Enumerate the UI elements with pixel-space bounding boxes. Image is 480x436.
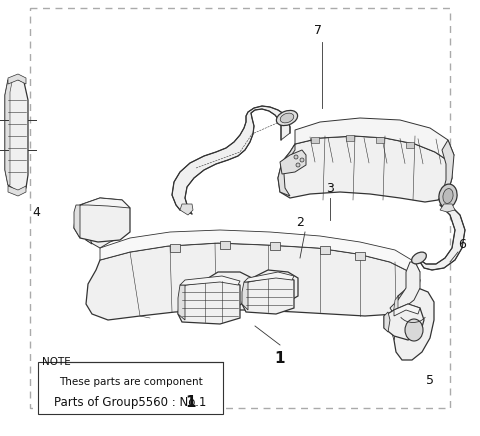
Polygon shape bbox=[394, 304, 420, 316]
Polygon shape bbox=[220, 241, 230, 249]
Polygon shape bbox=[180, 204, 193, 215]
Text: 5: 5 bbox=[426, 374, 434, 386]
Polygon shape bbox=[406, 142, 414, 148]
Polygon shape bbox=[8, 74, 26, 84]
Polygon shape bbox=[80, 205, 128, 248]
Polygon shape bbox=[418, 205, 465, 270]
Ellipse shape bbox=[443, 188, 453, 204]
Polygon shape bbox=[311, 137, 319, 143]
Ellipse shape bbox=[405, 319, 423, 341]
Ellipse shape bbox=[296, 163, 300, 167]
Polygon shape bbox=[100, 230, 420, 272]
Polygon shape bbox=[244, 272, 294, 282]
Text: 7: 7 bbox=[314, 24, 322, 37]
Polygon shape bbox=[346, 135, 354, 141]
Text: NOTE: NOTE bbox=[42, 357, 71, 367]
Polygon shape bbox=[320, 246, 330, 254]
Polygon shape bbox=[280, 150, 306, 174]
Polygon shape bbox=[170, 244, 180, 252]
Text: 1: 1 bbox=[185, 395, 196, 409]
Text: 2: 2 bbox=[296, 215, 304, 228]
Polygon shape bbox=[74, 198, 130, 242]
Polygon shape bbox=[242, 282, 248, 310]
Polygon shape bbox=[394, 288, 434, 360]
Text: 4: 4 bbox=[32, 205, 40, 218]
Polygon shape bbox=[278, 136, 452, 202]
Polygon shape bbox=[8, 186, 26, 196]
Polygon shape bbox=[178, 280, 240, 324]
Polygon shape bbox=[384, 304, 424, 340]
Polygon shape bbox=[5, 80, 12, 185]
Polygon shape bbox=[80, 208, 96, 244]
Polygon shape bbox=[355, 252, 365, 260]
Polygon shape bbox=[392, 296, 398, 340]
Polygon shape bbox=[200, 290, 205, 300]
Polygon shape bbox=[278, 144, 295, 196]
Polygon shape bbox=[390, 262, 420, 314]
Polygon shape bbox=[200, 272, 252, 306]
Text: Parts of Group5560 : No.1: Parts of Group5560 : No.1 bbox=[54, 395, 207, 409]
Ellipse shape bbox=[300, 158, 304, 162]
Ellipse shape bbox=[294, 155, 298, 159]
Ellipse shape bbox=[280, 113, 294, 123]
Polygon shape bbox=[295, 118, 454, 162]
Polygon shape bbox=[242, 276, 294, 314]
Ellipse shape bbox=[276, 110, 298, 126]
Text: 3: 3 bbox=[326, 181, 334, 194]
Polygon shape bbox=[178, 285, 185, 320]
Polygon shape bbox=[376, 137, 384, 143]
Text: 1: 1 bbox=[275, 351, 285, 365]
Polygon shape bbox=[74, 205, 80, 238]
Ellipse shape bbox=[412, 252, 426, 264]
Polygon shape bbox=[180, 276, 240, 285]
Text: These parts are component: These parts are component bbox=[59, 377, 203, 387]
Polygon shape bbox=[5, 78, 28, 192]
Polygon shape bbox=[252, 270, 298, 304]
Polygon shape bbox=[384, 312, 390, 332]
Polygon shape bbox=[86, 243, 420, 320]
Polygon shape bbox=[80, 198, 130, 208]
FancyBboxPatch shape bbox=[38, 362, 223, 414]
Polygon shape bbox=[440, 204, 455, 212]
Polygon shape bbox=[438, 140, 454, 200]
Polygon shape bbox=[270, 242, 280, 250]
Polygon shape bbox=[172, 106, 290, 214]
Text: 6: 6 bbox=[458, 238, 466, 251]
Ellipse shape bbox=[439, 184, 457, 208]
